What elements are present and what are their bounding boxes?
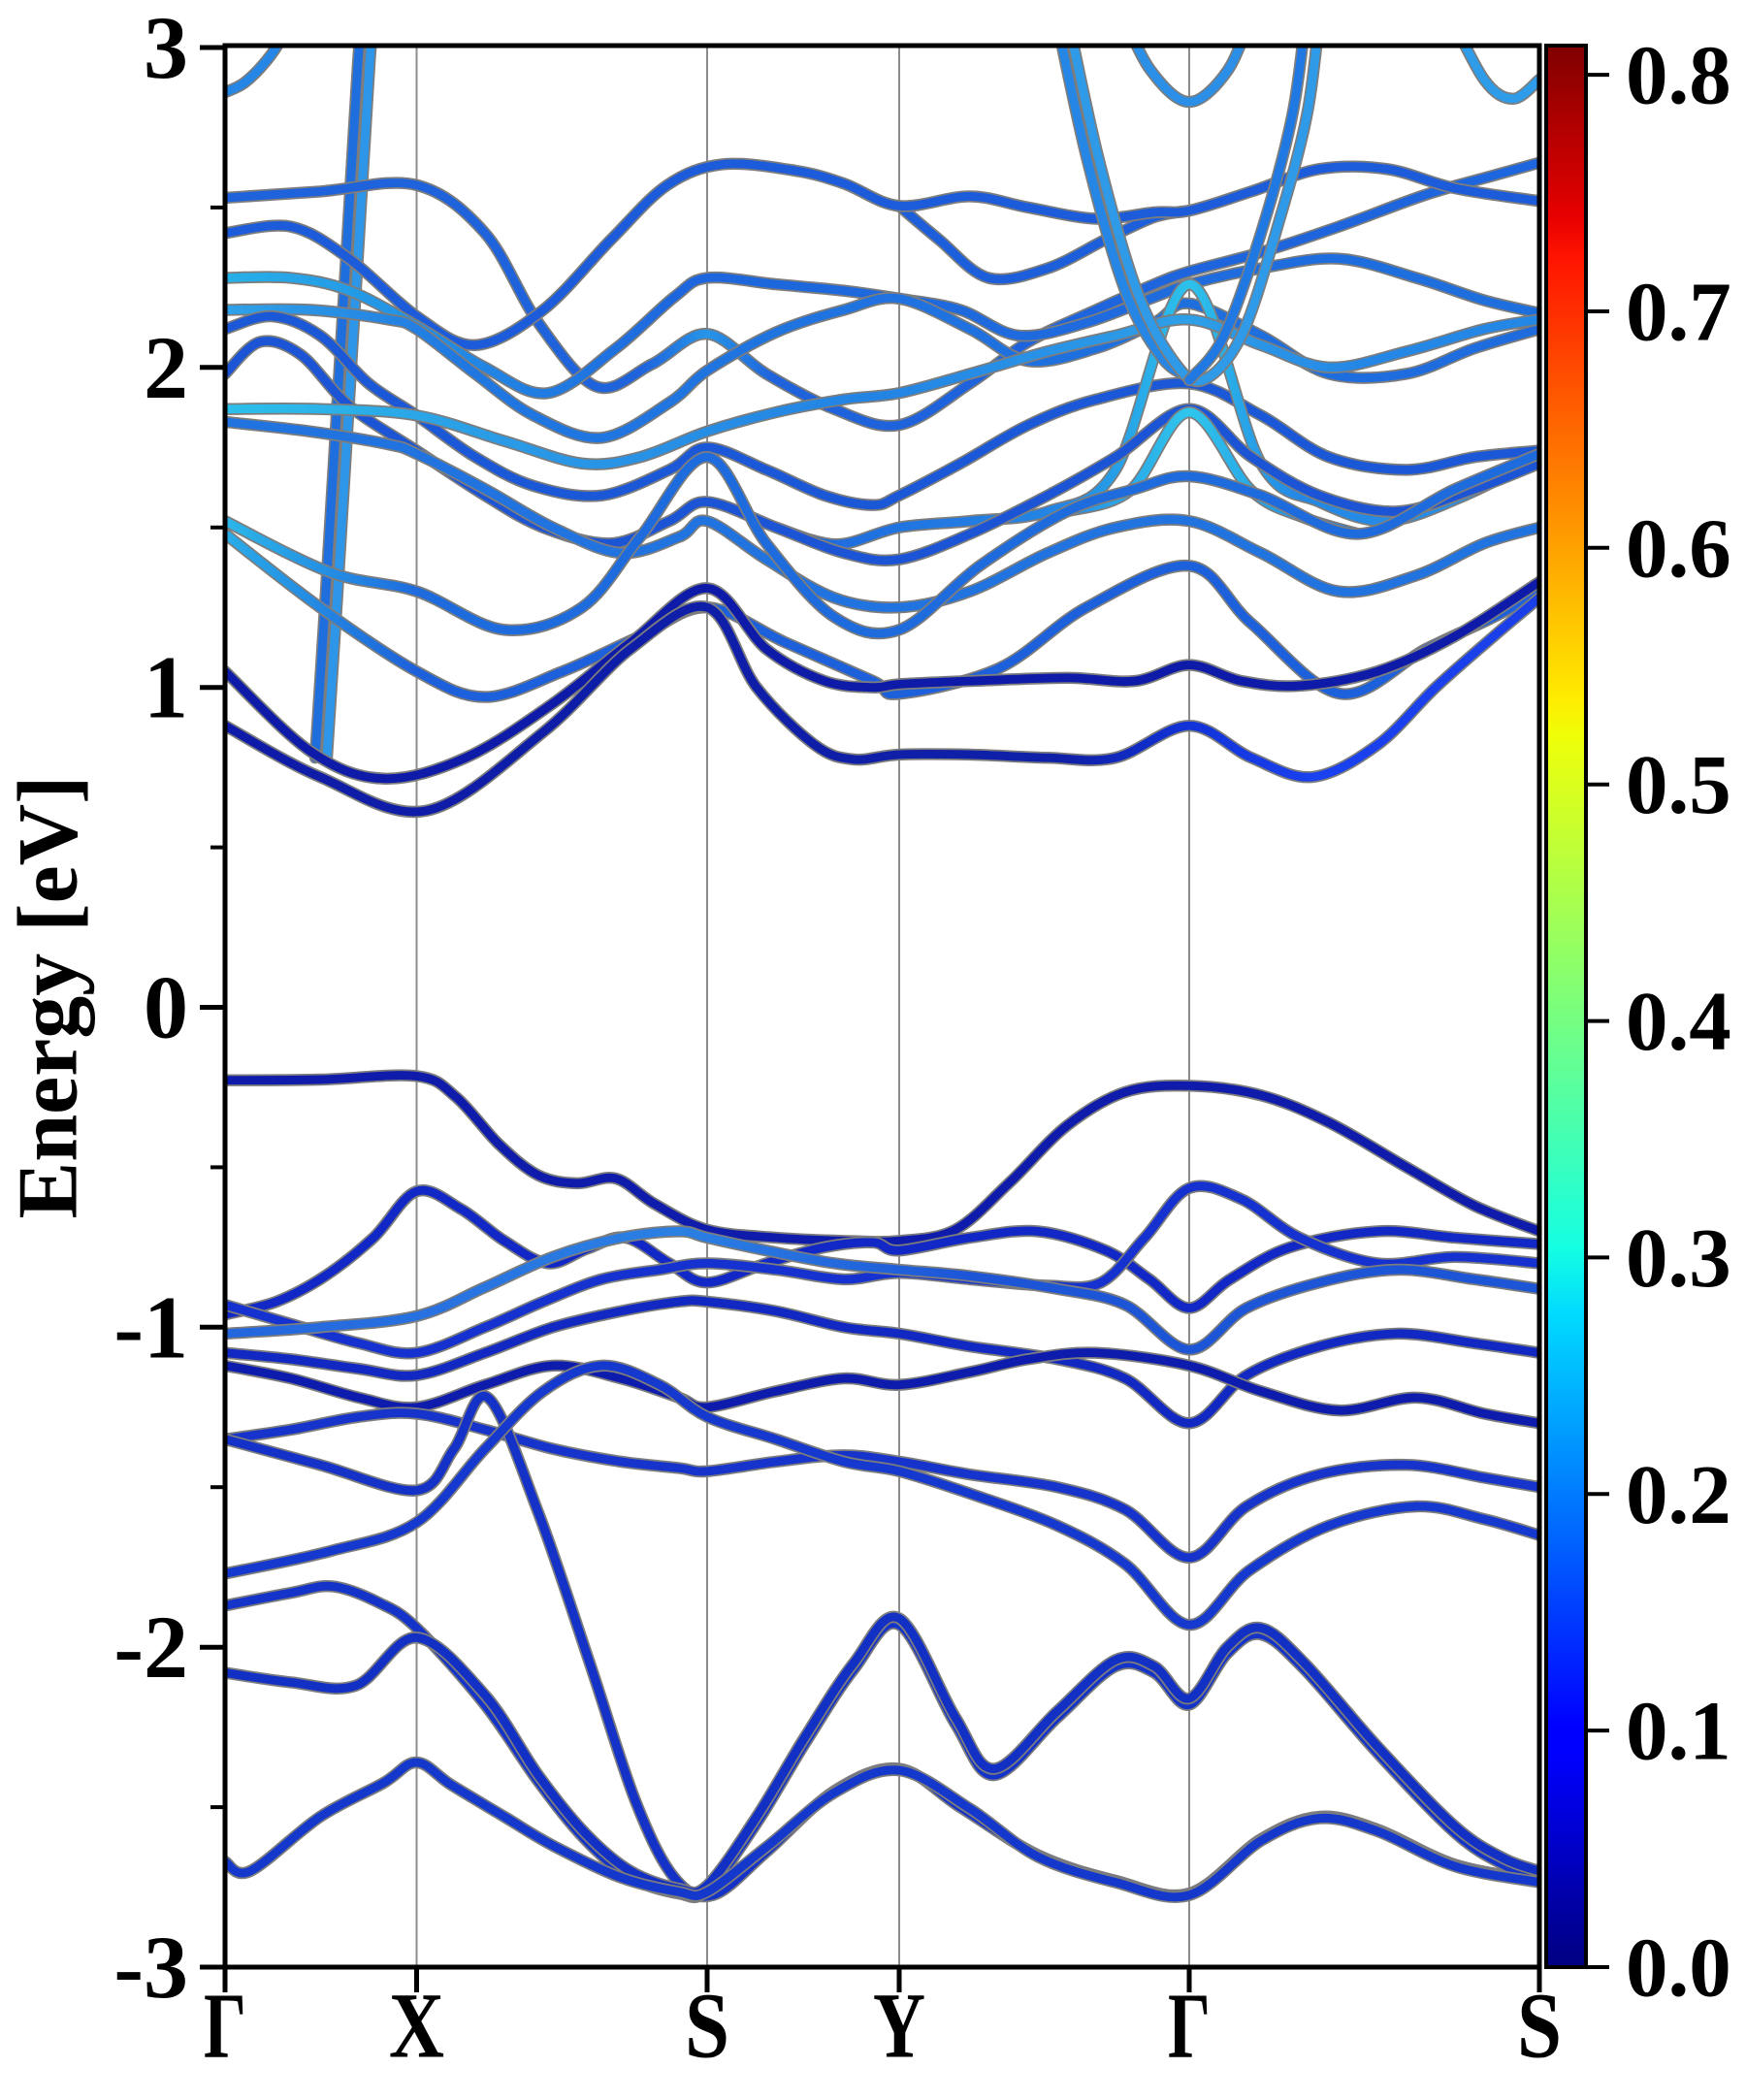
- svg-text:0.3: 0.3: [1626, 1211, 1731, 1305]
- svg-text:-2: -2: [113, 1598, 188, 1696]
- svg-text:0.4: 0.4: [1626, 974, 1731, 1068]
- svg-text:Γ: Γ: [204, 1974, 246, 2078]
- svg-text:Γ: Γ: [1168, 1974, 1211, 2078]
- svg-text:0.7: 0.7: [1626, 265, 1731, 359]
- svg-text:0.6: 0.6: [1626, 501, 1731, 595]
- svg-text:Y: Y: [873, 1974, 925, 2078]
- svg-text:0.5: 0.5: [1626, 737, 1731, 831]
- svg-text:3: 3: [144, 0, 188, 97]
- svg-text:-3: -3: [113, 1918, 188, 2017]
- svg-text:0.2: 0.2: [1626, 1447, 1731, 1541]
- svg-text:2: 2: [144, 318, 188, 417]
- svg-text:0.8: 0.8: [1626, 28, 1731, 122]
- svg-text:0.0: 0.0: [1626, 1921, 1731, 2015]
- svg-text:0: 0: [144, 958, 188, 1057]
- svg-text:S: S: [1517, 1974, 1562, 2078]
- svg-text:1: 1: [144, 638, 188, 737]
- svg-text:S: S: [685, 1974, 729, 2078]
- svg-text:Energy [eV]: Energy [eV]: [2, 776, 96, 1219]
- svg-text:X: X: [389, 1974, 444, 2078]
- svg-text:0.1: 0.1: [1626, 1684, 1731, 1778]
- svg-text:-1: -1: [113, 1277, 188, 1376]
